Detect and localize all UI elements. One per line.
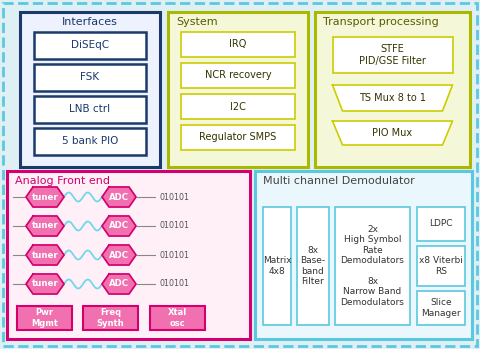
Text: 2x
High Symbol
Rate
Demodulators

8x
Narrow Band
Demodulators: 2x High Symbol Rate Demodulators 8x Narr… (341, 225, 405, 307)
Bar (335, 207, 410, 325)
Polygon shape (26, 274, 64, 294)
Text: tuner: tuner (32, 251, 59, 260)
Text: Interfaces: Interfaces (62, 17, 118, 27)
Text: I2C: I2C (230, 102, 246, 111)
Bar (417, 246, 465, 286)
Polygon shape (102, 187, 136, 207)
Bar (181, 63, 295, 88)
Text: ADC: ADC (109, 280, 129, 289)
Text: TS Mux 8 to 1: TS Mux 8 to 1 (359, 93, 426, 103)
Bar (297, 207, 329, 325)
Polygon shape (102, 216, 136, 236)
Text: x8 Viterbi
RS: x8 Viterbi RS (419, 256, 463, 276)
Text: 010101: 010101 (159, 251, 189, 260)
Text: STFE
PID/GSE Filter: STFE PID/GSE Filter (359, 44, 426, 66)
Text: Slice
Manager: Slice Manager (421, 298, 461, 318)
Text: tuner: tuner (32, 222, 59, 230)
Bar (333, 37, 453, 73)
Polygon shape (26, 245, 64, 265)
Text: Pwr
Mgmt: Pwr Mgmt (31, 308, 58, 328)
Bar (417, 207, 465, 241)
Bar (7, 171, 250, 339)
Bar (417, 291, 465, 325)
Bar (83, 306, 138, 330)
Text: 010101: 010101 (159, 193, 189, 201)
Text: PIO Mux: PIO Mux (372, 128, 413, 138)
Text: ADC: ADC (109, 251, 129, 260)
Text: Xtal
osc: Xtal osc (168, 308, 187, 328)
Polygon shape (102, 274, 136, 294)
Text: Matrix
4x8: Matrix 4x8 (263, 256, 291, 276)
Bar (315, 12, 470, 167)
Text: Transport processing: Transport processing (323, 17, 439, 27)
Text: 8x
Base-
band
Filter: 8x Base- band Filter (300, 246, 325, 286)
Text: LNB ctrl: LNB ctrl (70, 104, 110, 114)
Bar (255, 171, 472, 339)
Bar (150, 306, 205, 330)
Bar (181, 32, 295, 57)
Text: Multi channel Demodulator: Multi channel Demodulator (263, 176, 415, 186)
Text: Freq
Synth: Freq Synth (96, 308, 124, 328)
Text: FSK: FSK (81, 73, 99, 82)
Text: DiSEqC: DiSEqC (71, 40, 109, 51)
Polygon shape (333, 85, 453, 111)
Text: Regulator SMPS: Regulator SMPS (199, 133, 276, 142)
Text: ADC: ADC (109, 193, 129, 201)
Bar (34, 64, 146, 91)
Bar (181, 125, 295, 150)
Polygon shape (26, 216, 64, 236)
Text: ADC: ADC (109, 222, 129, 230)
Bar (34, 32, 146, 59)
Polygon shape (333, 121, 453, 145)
Bar (168, 12, 308, 167)
Bar (20, 12, 160, 167)
Bar (34, 96, 146, 123)
Text: 010101: 010101 (159, 280, 189, 289)
Bar (34, 128, 146, 155)
Text: IRQ: IRQ (229, 39, 247, 50)
Text: 010101: 010101 (159, 222, 189, 230)
Bar (17, 306, 72, 330)
Polygon shape (26, 187, 64, 207)
Text: tuner: tuner (32, 280, 59, 289)
Text: 5 bank PIO: 5 bank PIO (62, 136, 118, 147)
Bar (263, 207, 291, 325)
Text: Analog Front end: Analog Front end (15, 176, 110, 186)
Polygon shape (102, 245, 136, 265)
Text: LDPC: LDPC (429, 220, 453, 229)
Text: NCR recovery: NCR recovery (204, 70, 271, 81)
Text: tuner: tuner (32, 193, 59, 201)
Text: System: System (176, 17, 217, 27)
Bar (181, 94, 295, 119)
